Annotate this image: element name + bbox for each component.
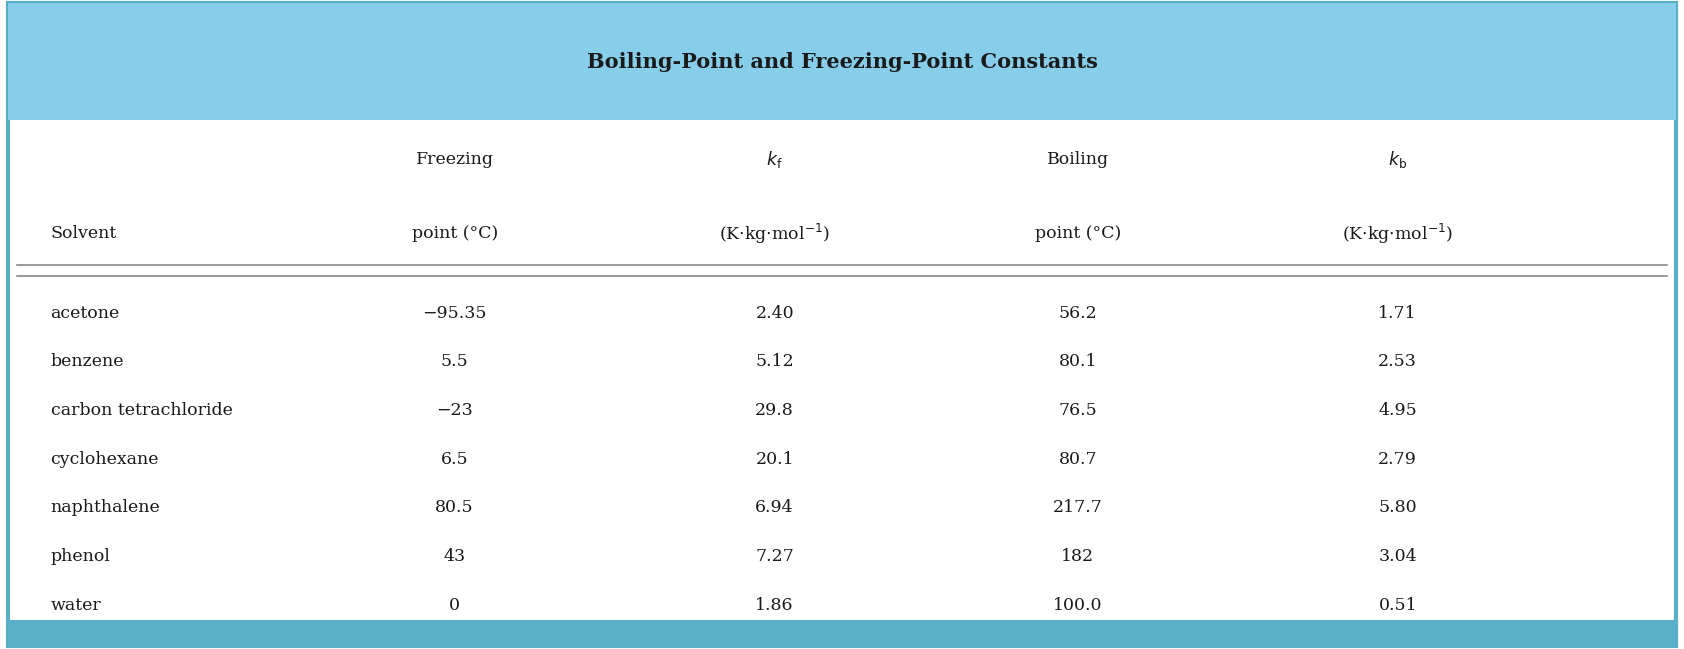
Text: 217.7: 217.7 [1052,499,1103,517]
Text: (K$\cdot$kg$\cdot$mol$^{-1}$): (K$\cdot$kg$\cdot$mol$^{-1}$) [719,221,830,246]
Text: Boiling-Point and Freezing-Point Constants: Boiling-Point and Freezing-Point Constan… [586,52,1098,71]
Text: 0: 0 [450,596,460,614]
Text: $k_\mathrm{f}$: $k_\mathrm{f}$ [766,149,783,169]
Text: phenol: phenol [51,548,111,565]
Text: point (°C): point (°C) [1034,225,1122,242]
Text: water: water [51,596,101,614]
Text: 56.2: 56.2 [1058,304,1098,322]
Text: 5.80: 5.80 [1379,499,1416,517]
Text: 2.79: 2.79 [1378,450,1418,468]
Text: 80.5: 80.5 [436,499,473,517]
Text: 80.1: 80.1 [1059,353,1096,371]
Text: point (°C): point (°C) [411,225,498,242]
Text: 29.8: 29.8 [754,402,795,419]
Text: 1.86: 1.86 [756,596,793,614]
Text: 4.95: 4.95 [1378,402,1418,419]
Text: 182: 182 [1061,548,1095,565]
Text: benzene: benzene [51,353,125,371]
Text: 0.51: 0.51 [1379,596,1416,614]
Text: 80.7: 80.7 [1059,450,1096,468]
Text: $k_\mathrm{b}$: $k_\mathrm{b}$ [1388,149,1408,169]
Text: (K$\cdot$kg$\cdot$mol$^{-1}$): (K$\cdot$kg$\cdot$mol$^{-1}$) [1342,221,1453,246]
Text: 5.5: 5.5 [441,353,468,371]
Text: 6.94: 6.94 [756,499,793,517]
Text: 43: 43 [443,548,466,565]
Text: 7.27: 7.27 [754,548,795,565]
Text: 2.53: 2.53 [1378,353,1418,371]
FancyBboxPatch shape [8,3,1676,646]
Text: 2.40: 2.40 [756,304,793,322]
Text: Boiling: Boiling [1047,151,1108,167]
Text: acetone: acetone [51,304,120,322]
Text: −23: −23 [436,402,473,419]
Text: 6.5: 6.5 [441,450,468,468]
Text: 3.04: 3.04 [1379,548,1416,565]
Text: 1.71: 1.71 [1379,304,1416,322]
Text: cyclohexane: cyclohexane [51,450,158,468]
Text: 20.1: 20.1 [756,450,793,468]
Text: 5.12: 5.12 [754,353,795,371]
Text: 76.5: 76.5 [1058,402,1098,419]
Text: −95.35: −95.35 [423,304,487,322]
Text: naphthalene: naphthalene [51,499,160,517]
FancyBboxPatch shape [8,3,1676,120]
Text: Freezing: Freezing [416,151,493,167]
Text: carbon tetrachloride: carbon tetrachloride [51,402,232,419]
Text: 100.0: 100.0 [1052,596,1103,614]
FancyBboxPatch shape [8,620,1676,646]
Text: Solvent: Solvent [51,225,116,242]
